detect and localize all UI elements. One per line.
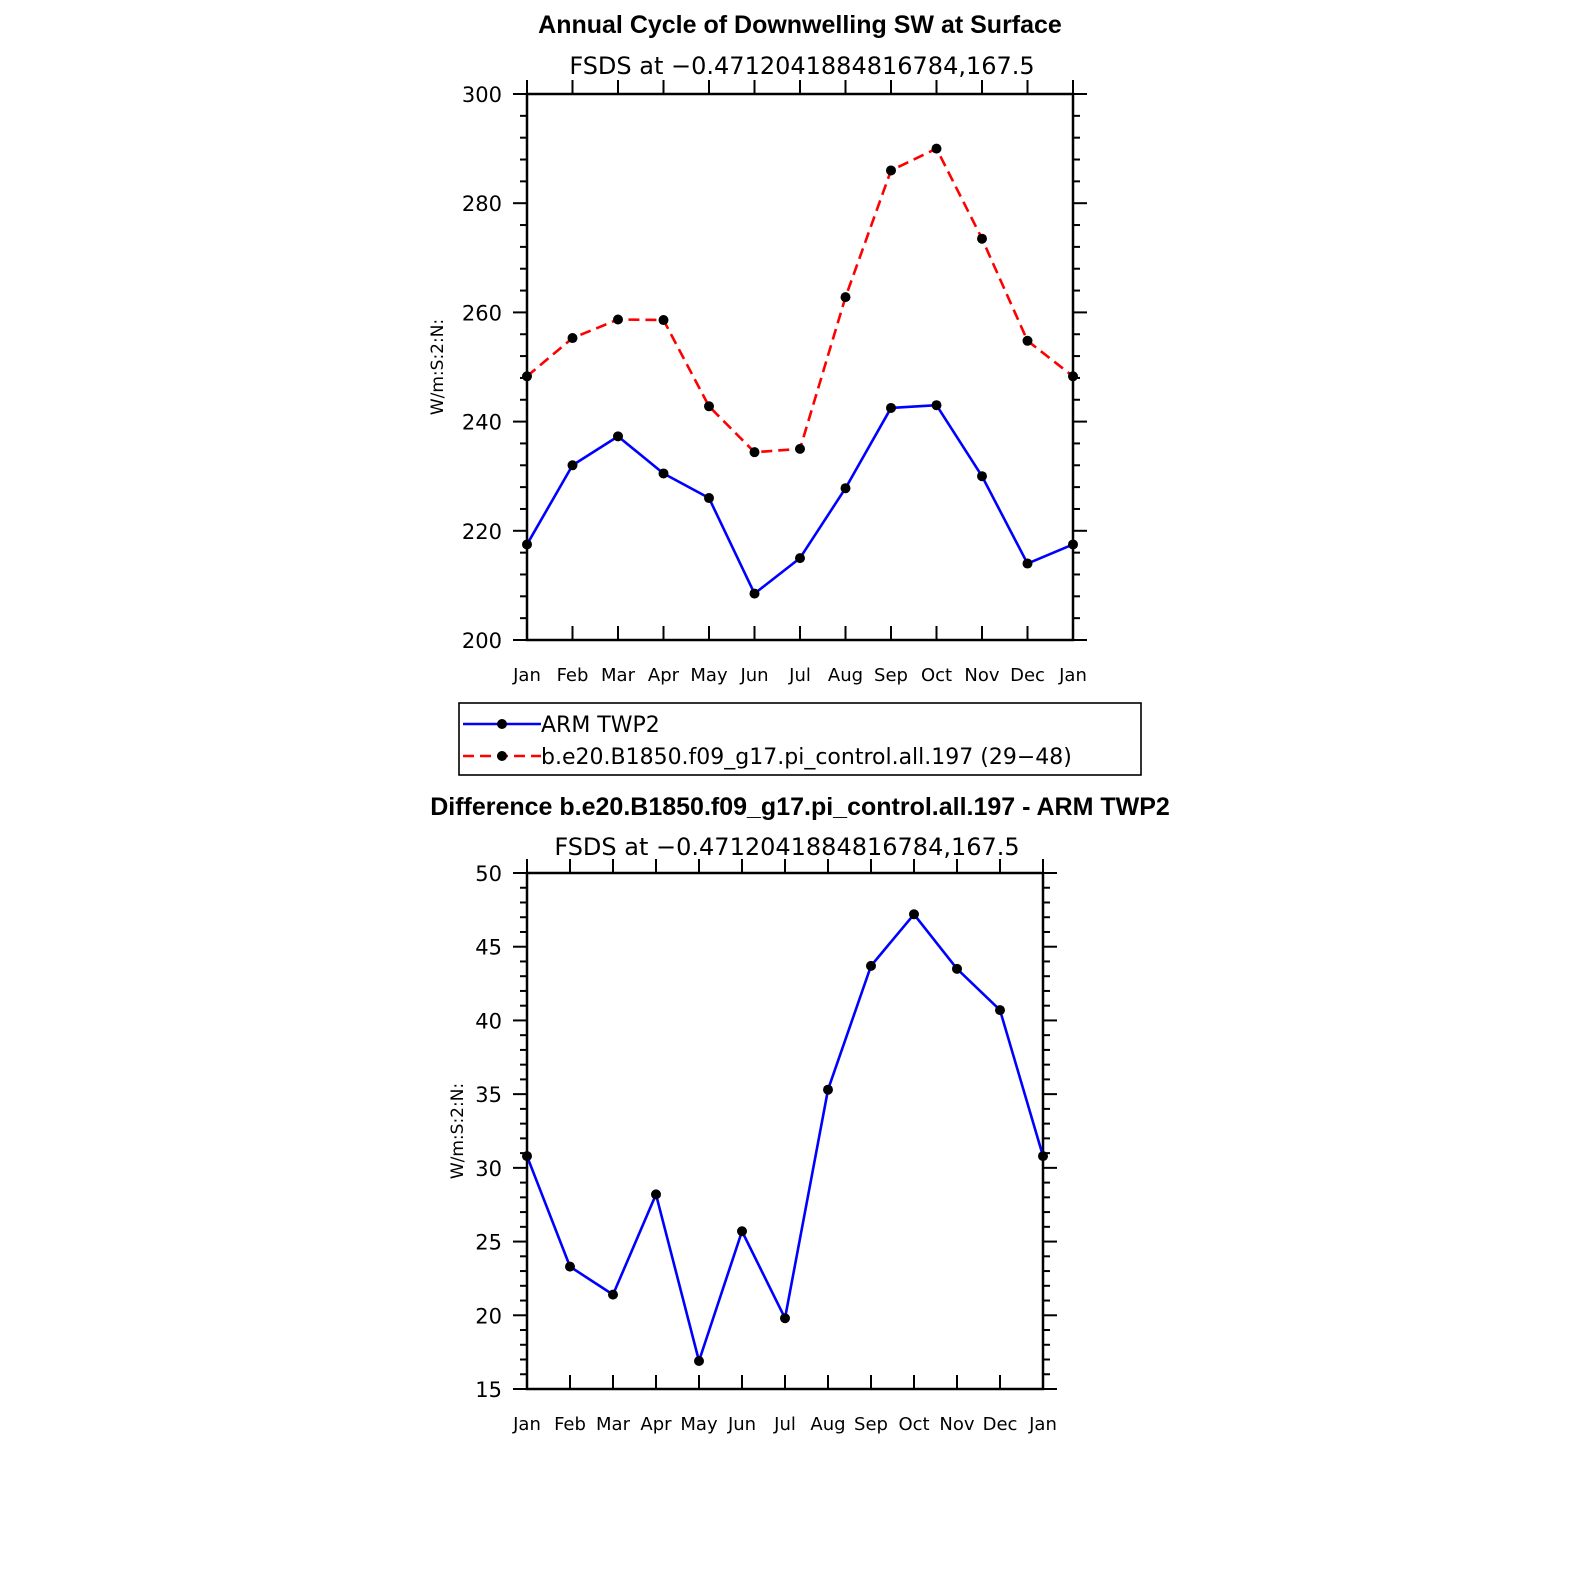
data-point bbox=[613, 314, 623, 325]
data-point bbox=[795, 443, 805, 454]
x-tick-label: Mar bbox=[601, 665, 636, 686]
x-tick-label: Mar bbox=[596, 1414, 631, 1435]
annual-cycle-chart: Annual Cycle of Downwelling SW at Surfac… bbox=[428, 11, 1087, 686]
x-tick-label: Apr bbox=[648, 665, 680, 686]
data-point bbox=[795, 553, 805, 564]
data-point bbox=[565, 1261, 575, 1272]
y-axis-label: W/m:S:2:N: bbox=[448, 1083, 468, 1179]
x-tick-label: Sep bbox=[854, 1414, 888, 1435]
legend-entry: ARM TWP2 bbox=[541, 713, 660, 738]
data-point bbox=[886, 402, 896, 413]
chart-title: Difference b.e20.B1850.f09_g17.pi_contro… bbox=[430, 793, 1170, 821]
data-point bbox=[840, 292, 851, 303]
x-tick-label: Feb bbox=[557, 665, 589, 686]
data-point bbox=[737, 1226, 747, 1237]
y-axis-label: W/m:S:2:N: bbox=[428, 319, 448, 415]
legend-swatch-marker bbox=[497, 719, 507, 729]
x-tick-label: Jan bbox=[1028, 1414, 1057, 1435]
data-point bbox=[522, 539, 532, 550]
y-tick-label: 50 bbox=[475, 862, 502, 886]
data-point bbox=[658, 315, 669, 326]
x-tick-label: Jun bbox=[727, 1414, 756, 1435]
data-point bbox=[995, 1005, 1005, 1016]
chart-title: Annual Cycle of Downwelling SW at Surfac… bbox=[538, 11, 1062, 39]
x-tick-label: Jan bbox=[512, 1414, 541, 1435]
x-tick-label: May bbox=[690, 665, 728, 686]
data-point bbox=[866, 960, 876, 971]
legend-box bbox=[458, 702, 1142, 776]
data-point bbox=[651, 1189, 661, 1200]
data-point bbox=[886, 165, 896, 176]
x-tick-label: Nov bbox=[939, 1414, 974, 1435]
data-point bbox=[823, 1084, 833, 1095]
series-line-0 bbox=[525, 403, 1074, 595]
data-point bbox=[749, 588, 760, 599]
chart-subtitle: FSDS at −0.4712041884816784,167.5 bbox=[554, 833, 1019, 861]
data-point bbox=[977, 233, 987, 244]
y-tick-label: 35 bbox=[475, 1083, 502, 1107]
series-line-0 bbox=[525, 912, 1045, 1363]
data-point bbox=[704, 493, 714, 504]
y-tick-label: 45 bbox=[475, 936, 502, 960]
y-tick-label: 25 bbox=[475, 1231, 502, 1255]
x-tick-label: Jul bbox=[773, 1414, 796, 1435]
x-tick-label: Dec bbox=[1010, 665, 1045, 686]
data-point bbox=[977, 471, 987, 482]
y-tick-label: 220 bbox=[462, 520, 502, 544]
data-point bbox=[840, 483, 851, 494]
x-tick-label: Sep bbox=[874, 665, 908, 686]
x-tick-label: Feb bbox=[554, 1414, 586, 1435]
data-point bbox=[1022, 558, 1033, 569]
data-point bbox=[704, 401, 714, 412]
legend: ARM TWP2 b.e20.B1850.f09_g17.pi_control.a… bbox=[458, 702, 1142, 776]
y-tick-label: 260 bbox=[462, 301, 502, 325]
data-point bbox=[952, 963, 962, 974]
data-point bbox=[608, 1289, 618, 1300]
y-tick-label: 240 bbox=[462, 411, 502, 435]
x-tick-label: Apr bbox=[640, 1414, 672, 1435]
data-point bbox=[1068, 539, 1078, 550]
x-tick-label: Dec bbox=[983, 1414, 1018, 1435]
data-point bbox=[1038, 1151, 1048, 1162]
data-point bbox=[658, 468, 669, 479]
data-point bbox=[1068, 371, 1078, 382]
chart-subtitle: FSDS at −0.4712041884816784,167.5 bbox=[569, 52, 1034, 80]
difference-chart: Difference b.e20.B1850.f09_g17.pi_contro… bbox=[430, 793, 1170, 1435]
legend-entry: b.e20.B1850.f09_g17.pi_control.all.197 (… bbox=[541, 745, 1072, 770]
data-point bbox=[567, 460, 578, 471]
x-tick-label: Jan bbox=[1058, 665, 1087, 686]
data-point bbox=[522, 371, 532, 382]
data-point bbox=[780, 1313, 790, 1324]
x-tick-label: Oct bbox=[921, 665, 952, 686]
y-tick-label: 20 bbox=[475, 1304, 502, 1328]
x-tick-label: May bbox=[680, 1414, 718, 1435]
y-tick-label: 200 bbox=[462, 629, 502, 653]
data-point bbox=[567, 333, 578, 344]
data-point bbox=[1022, 335, 1033, 346]
x-tick-label: Jun bbox=[739, 665, 768, 686]
x-tick-label: Nov bbox=[964, 665, 999, 686]
data-point bbox=[931, 400, 942, 411]
y-tick-label: 15 bbox=[475, 1378, 502, 1402]
series-line-1 bbox=[526, 147, 1074, 454]
y-tick-label: 300 bbox=[462, 83, 502, 107]
x-tick-label: Jan bbox=[512, 665, 541, 686]
x-tick-label: Aug bbox=[810, 1414, 845, 1435]
data-point bbox=[909, 909, 919, 920]
data-point bbox=[522, 1151, 532, 1162]
x-tick-label: Aug bbox=[828, 665, 863, 686]
x-tick-label: Jul bbox=[788, 665, 811, 686]
legend-swatch-marker bbox=[497, 751, 507, 761]
y-tick-label: 280 bbox=[462, 192, 502, 216]
y-tick-label: 40 bbox=[475, 1009, 502, 1033]
y-tick-label: 30 bbox=[475, 1157, 502, 1181]
data-point bbox=[613, 431, 623, 442]
x-tick-label: Oct bbox=[898, 1414, 929, 1435]
data-point bbox=[931, 143, 942, 154]
data-point bbox=[749, 447, 760, 458]
data-point bbox=[694, 1355, 704, 1366]
